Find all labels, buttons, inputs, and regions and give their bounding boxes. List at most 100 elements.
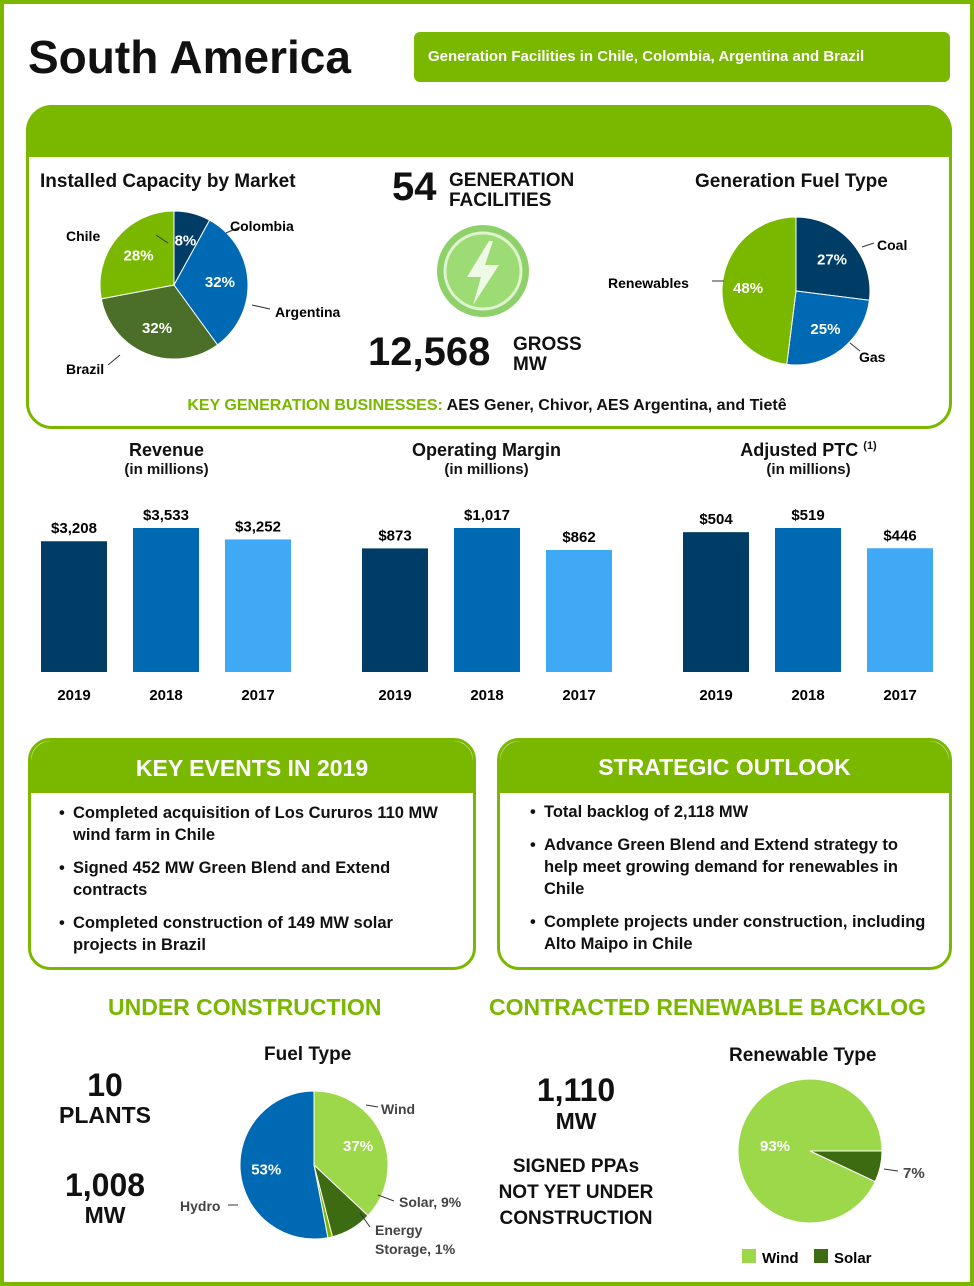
backlog-mw-label: MW xyxy=(555,1108,597,1134)
leader-line-storage xyxy=(359,1212,371,1228)
renewable-type-pie-chart: 93% 7% Wind Solar xyxy=(737,1078,925,1267)
under-construction-heading: UNDER CONSTRUCTION xyxy=(108,994,382,1020)
label-wind: Wind xyxy=(381,1101,415,1117)
pie-slice-coal xyxy=(795,216,871,301)
key-businesses-label: KEY GENERATION BUSINESSES xyxy=(187,397,438,414)
bar-category-label: 2017 xyxy=(562,687,595,704)
label-solar-pct: 7% xyxy=(903,1165,925,1182)
bar-value-label: $1,017 xyxy=(464,507,510,524)
pie-value-label: 48% xyxy=(733,280,763,297)
bar-2018 xyxy=(775,528,841,672)
key-businesses-value: AES Gener, Chivor, AES Argentina, and Ti… xyxy=(442,397,787,414)
plants-count: 10 xyxy=(87,1067,123,1103)
capacity-chart-title: Installed Capacity by Market xyxy=(40,171,296,192)
ptc-footnote: (1) xyxy=(863,440,877,452)
leader-line-brazil xyxy=(107,354,121,366)
gross-label-line-1: GROSS xyxy=(513,334,582,355)
bar-category-label: 2019 xyxy=(378,687,411,704)
facilities-label-line-2: FACILITIES xyxy=(449,190,552,211)
revenue-header: Revenue (in millions) xyxy=(40,440,293,478)
ptc-title: Adjusted PTC (1) xyxy=(682,440,935,461)
fuel-pie-chart: 27% 25% 48% Coal Renewables Gas xyxy=(608,216,907,366)
bar-value-label: $519 xyxy=(791,507,824,524)
lightning-bolt xyxy=(467,241,499,305)
margin-header: Operating Margin (in millions) xyxy=(360,440,613,478)
bar-category-label: 2018 xyxy=(149,687,182,704)
bar-value-label: $504 xyxy=(699,511,733,528)
pie-slice-hydro xyxy=(239,1090,329,1240)
fuel-pie-slices: 27% 25% 48% xyxy=(721,216,871,366)
ptc-header: Adjusted PTC (1) (in millions) xyxy=(682,440,935,478)
leader-line-coal xyxy=(861,242,875,248)
pie-value-label: 93% xyxy=(760,1138,790,1155)
pie-slice-brazil xyxy=(100,284,219,360)
pie-value-label: 25% xyxy=(810,321,840,338)
capacity-pie-chart: 8% 32% 32% 28% Chile Colombia Argentina Bra… xyxy=(66,210,341,377)
pie-slice-wind xyxy=(737,1078,883,1224)
pie-value-label: 8% xyxy=(175,232,197,249)
pie-slice-chile xyxy=(99,210,175,300)
label-energy-storage-line-2: Storage, 1% xyxy=(375,1241,456,1257)
bar-category-label: 2017 xyxy=(241,687,274,704)
construction-mw-block: 1,008 MW xyxy=(40,1168,170,1229)
leader-line-gas xyxy=(849,342,861,352)
bar-2019 xyxy=(683,532,749,672)
label-coal: Coal xyxy=(877,237,907,253)
bar-category-label: 2019 xyxy=(57,687,90,704)
backlog-desc-line-2: NOT YET UNDER xyxy=(498,1182,654,1203)
label-argentina: Argentina xyxy=(275,304,341,320)
strategic-outlook-heading: STRATEGIC OUTLOOK xyxy=(500,741,949,793)
bar-2018 xyxy=(454,528,520,672)
bar-2019 xyxy=(41,541,107,672)
pie-value-label: 28% xyxy=(124,248,154,265)
capacity-pie-slices: 8% 32% 32% 28% xyxy=(99,210,249,360)
margin-subtitle: (in millions) xyxy=(444,461,529,478)
pie-value-label: 32% xyxy=(205,274,235,291)
facilities-label-line-1: GENERATION xyxy=(449,170,575,191)
strategic-outlook-panel: STRATEGIC OUTLOOK Total backlog of 2,118… xyxy=(497,738,952,970)
label-hydro: Hydro xyxy=(180,1198,220,1214)
margin-bar-chart: $873 2019 $1,017 2018 $862 2017 xyxy=(362,507,612,704)
pie-slice-renewables xyxy=(721,216,797,365)
leader-line-argentina xyxy=(251,304,271,310)
key-businesses: KEY GENERATION BUSINESSES: AES Gener, Ch… xyxy=(0,397,974,415)
bar-value-label: $446 xyxy=(883,527,916,544)
bar-value-label: $862 xyxy=(562,529,595,546)
key-businesses-sep: : xyxy=(437,397,443,414)
bar-2017 xyxy=(867,548,933,672)
legend-wind-swatch xyxy=(742,1249,756,1263)
margin-title: Operating Margin xyxy=(411,440,561,460)
key-event-item: Signed 452 MW Green Blend and Extend con… xyxy=(59,857,457,901)
pie-slice-gas xyxy=(786,290,870,366)
gross-mw-label: GROSS MW xyxy=(513,335,582,375)
ptc-title-text: Adjusted PTC xyxy=(740,440,859,460)
bar-2017 xyxy=(546,549,612,672)
pie-value-label: 37% xyxy=(343,1138,373,1155)
facilities-count: 54 xyxy=(392,165,437,209)
construction-mw-label: MW xyxy=(84,1202,126,1228)
outlook-item: Advance Green Blend and Extend strategy … xyxy=(530,834,933,900)
plants-block: 10 PLANTS xyxy=(40,1068,170,1129)
construction-mw-value: 1,008 xyxy=(64,1167,146,1203)
bar-category-label: 2017 xyxy=(883,687,916,704)
region-badge: Generation Facilities in Chile, Colombia… xyxy=(414,32,950,82)
leader-line-solar xyxy=(377,1194,395,1202)
key-event-item: Completed construction of 149 MW solar p… xyxy=(59,912,457,956)
backlog-desc-line-1: SIGNED PPAs xyxy=(512,1156,640,1177)
gross-mw-value: 12,568 xyxy=(368,330,491,374)
plants-label: PLANTS xyxy=(59,1102,151,1128)
backlog-heading: CONTRACTED RENEWABLE BACKLOG xyxy=(489,994,926,1020)
key-event-item: Completed acquisition of Los Cururos 110… xyxy=(59,802,457,846)
bar-value-label: $3,252 xyxy=(235,518,281,535)
fuel-chart-title: Generation Fuel Type xyxy=(695,171,888,192)
label-brazil: Brazil xyxy=(66,361,104,377)
gross-label-line-2: MW xyxy=(513,354,547,375)
label-gas: Gas xyxy=(859,349,886,365)
key-events-heading: KEY EVENTS IN 2019 xyxy=(31,741,473,793)
key-events-panel: KEY EVENTS IN 2019 Completed acquisition… xyxy=(28,738,476,970)
construction-fuel-pie-chart: 37% 53% Wind Solar, 9% Energy Storage, 1%… xyxy=(180,1090,462,1257)
bar-2017 xyxy=(225,539,291,672)
bar-category-label: 2019 xyxy=(699,687,732,704)
outlook-item: Total backlog of 2,118 MW xyxy=(530,801,933,823)
